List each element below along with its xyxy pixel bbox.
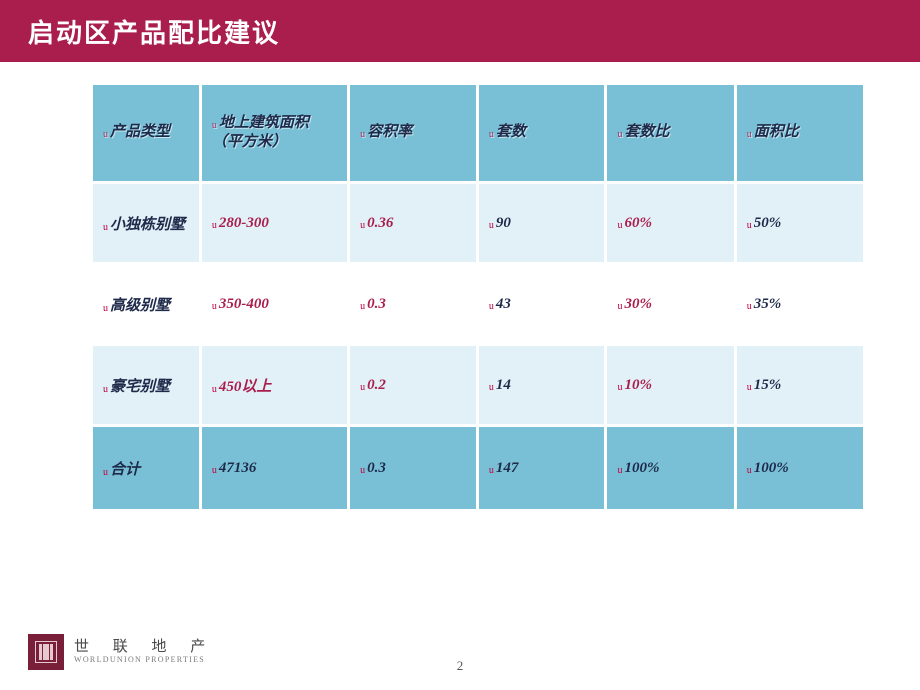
table-cell: u47136 xyxy=(202,427,347,509)
logo-icon xyxy=(28,634,64,670)
table-cell: u147 xyxy=(479,427,605,509)
table-row: u小独栋别墅u280-300u0.36u90u60%u50% xyxy=(93,184,863,262)
th-units: u套数 xyxy=(479,85,605,181)
th-product-type: u产品类型 xyxy=(93,85,199,181)
table-cell: u350-400 xyxy=(202,265,347,343)
table-cell: u100% xyxy=(737,427,863,509)
table-cell: u15% xyxy=(737,346,863,424)
table-row: u豪宅别墅u450以上u0.2u14u10%u15% xyxy=(93,346,863,424)
table-header-row: u产品类型 u地上建筑面积（平方米） u容积率 u套数 u套数比 u面积比 xyxy=(93,85,863,181)
table-cell: u50% xyxy=(737,184,863,262)
table-cell: u60% xyxy=(607,184,733,262)
table-cell: u35% xyxy=(737,265,863,343)
table-cell: u0.3 xyxy=(350,265,476,343)
table-cell: u10% xyxy=(607,346,733,424)
page-number: 2 xyxy=(457,658,464,674)
table-cell: u豪宅别墅 xyxy=(93,346,199,424)
th-plot-ratio: u容积率 xyxy=(350,85,476,181)
table-cell: u0.2 xyxy=(350,346,476,424)
table-body: u小独栋别墅u280-300u0.36u90u60%u50%u高级别墅u350-… xyxy=(93,184,863,509)
th-floor-area: u地上建筑面积（平方米） xyxy=(202,85,347,181)
product-mix-table-wrap: u产品类型 u地上建筑面积（平方米） u容积率 u套数 u套数比 u面积比 u小… xyxy=(90,82,866,512)
table-cell: u合计 xyxy=(93,427,199,509)
table-cell: u小独栋别墅 xyxy=(93,184,199,262)
product-mix-table: u产品类型 u地上建筑面积（平方米） u容积率 u套数 u套数比 u面积比 u小… xyxy=(90,82,866,512)
table-total-row: u合计u47136u0.3u147u100%u100% xyxy=(93,427,863,509)
logo-text: 世 联 地 产 WORLDUNION PROPERTIES xyxy=(74,640,215,665)
title-bar: 启动区产品配比建议 xyxy=(0,0,920,62)
table-cell: u0.3 xyxy=(350,427,476,509)
table-cell: u30% xyxy=(607,265,733,343)
table-cell: u280-300 xyxy=(202,184,347,262)
slide-title: 启动区产品配比建议 xyxy=(28,13,280,50)
th-area-ratio: u面积比 xyxy=(737,85,863,181)
table-cell: u100% xyxy=(607,427,733,509)
table-cell: u450以上 xyxy=(202,346,347,424)
table-cell: u0.36 xyxy=(350,184,476,262)
logo-text-en: WORLDUNION PROPERTIES xyxy=(74,655,215,665)
table-cell: u14 xyxy=(479,346,605,424)
th-unit-ratio: u套数比 xyxy=(607,85,733,181)
footer-logo: 世 联 地 产 WORLDUNION PROPERTIES xyxy=(28,634,215,670)
logo-text-cn: 世 联 地 产 xyxy=(74,640,215,655)
table-cell: u43 xyxy=(479,265,605,343)
table-row: u高级别墅u350-400u0.3u43u30%u35% xyxy=(93,265,863,343)
table-cell: u90 xyxy=(479,184,605,262)
table-cell: u高级别墅 xyxy=(93,265,199,343)
